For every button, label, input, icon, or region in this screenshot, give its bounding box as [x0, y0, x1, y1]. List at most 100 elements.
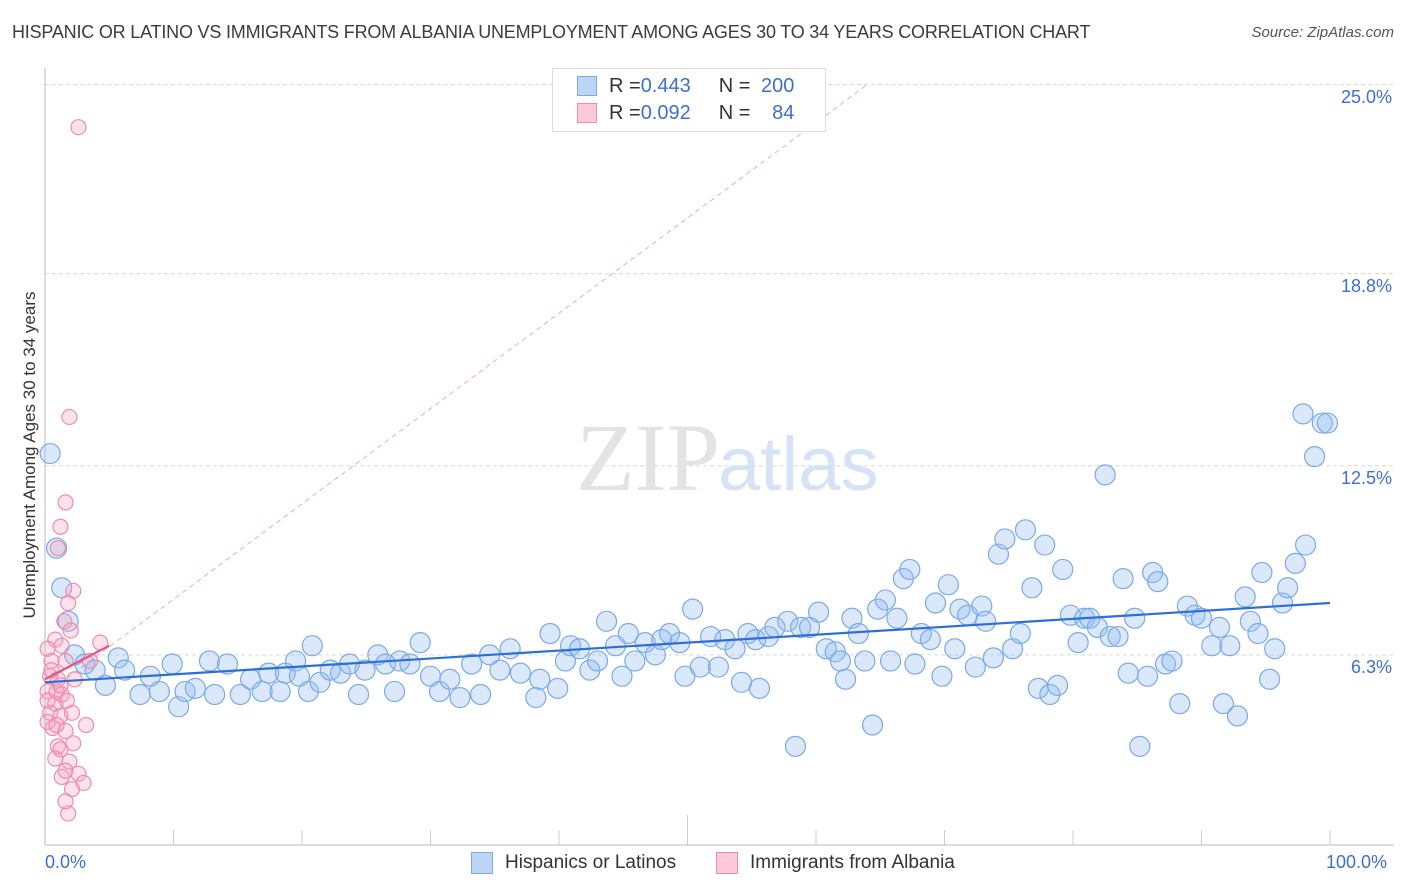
point-hispanics [114, 659, 136, 681]
point-albania [70, 119, 87, 136]
point-hispanics [354, 659, 376, 681]
point-hispanics [879, 650, 902, 672]
point-hispanics [617, 622, 639, 645]
point-hispanics [297, 680, 320, 703]
r-label: R = [609, 101, 641, 124]
point-hispanics [1247, 622, 1269, 645]
point-hispanics [216, 653, 239, 675]
point-hispanics [529, 668, 551, 690]
x-tick-label-min: 0.0% [45, 852, 87, 872]
point-hispanics [1212, 693, 1234, 715]
y-axis-label: Unemployment Among Ages 30 to 34 years [20, 291, 39, 619]
point-albania [61, 408, 78, 426]
reference-diagonal [44, 84, 868, 695]
point-hispanics [39, 442, 61, 465]
point-hispanics [1311, 412, 1333, 434]
point-hispanics [689, 656, 711, 678]
trendline-hispanics [44, 601, 1331, 684]
point-hispanics [624, 650, 646, 672]
point-hispanics [899, 558, 921, 581]
point-hispanics [748, 677, 771, 700]
point-hispanics [148, 680, 170, 703]
trendline-albania [44, 644, 110, 681]
point-hispanics [439, 668, 461, 690]
point-hispanics [129, 683, 151, 706]
point-hispanics [1208, 616, 1231, 639]
point-albania [52, 518, 69, 535]
point-hispanics [1292, 403, 1314, 425]
point-hispanics [904, 653, 926, 675]
point-hispanics [470, 683, 492, 706]
r-value: 0.092 [640, 101, 691, 124]
point-hispanics [1234, 586, 1256, 608]
point-hispanics [975, 610, 997, 632]
point-hispanics [184, 677, 206, 700]
source-label: Source: ZipAtlas.com [1251, 24, 1394, 41]
legend-swatch-pink [716, 852, 738, 874]
point-hispanics [539, 622, 561, 645]
point-hispanics [982, 647, 1004, 669]
point-hispanics [161, 653, 183, 675]
point-hispanics [854, 650, 876, 672]
point-hispanics [107, 647, 129, 669]
point-hispanics [964, 656, 986, 678]
point-hispanics [1021, 577, 1043, 599]
point-albania [48, 716, 65, 734]
point-albania [49, 539, 66, 557]
point-hispanics [399, 653, 421, 675]
point-hispanics [489, 659, 511, 681]
point-hispanics [269, 680, 291, 703]
point-hispanics [1124, 607, 1146, 629]
point-hispanics [1239, 610, 1261, 632]
point-hispanics [449, 686, 471, 709]
y-tick-label: 12.5% [1340, 467, 1392, 488]
point-hispanics [461, 653, 483, 675]
point-hispanics [1117, 662, 1139, 684]
n-value: 200 [761, 74, 795, 97]
point-hispanics [1251, 561, 1273, 584]
point-hispanics [682, 598, 704, 620]
point-hispanics [509, 662, 532, 684]
point-albania [57, 494, 74, 511]
point-hispanics [1316, 412, 1339, 434]
point-hispanics [919, 628, 941, 651]
point-hispanics [944, 638, 966, 660]
point-hispanics [707, 656, 729, 678]
point-albania [65, 735, 82, 752]
point-hispanics [94, 674, 116, 696]
point-hispanics [1034, 534, 1056, 556]
x-tick-label-max: 100.0% [1326, 852, 1388, 872]
point-hispanics [198, 650, 221, 672]
legend-row-hispanics: R = 0.443 N = 200 [577, 73, 794, 99]
point-hispanics [1264, 638, 1286, 660]
point-hispanics [834, 668, 857, 690]
point-hispanics [499, 638, 521, 660]
legend-item-albania: Immigrants from Albania [716, 852, 955, 874]
point-hispanics [1161, 650, 1183, 672]
y-tick-label: 25.0% [1340, 86, 1392, 107]
point-hispanics [1147, 571, 1169, 593]
point-hispanics [374, 653, 397, 675]
point-hispanics [1014, 519, 1037, 541]
point-hispanics [1009, 622, 1031, 645]
point-albania [39, 713, 56, 731]
point-albania [70, 765, 87, 782]
point-hispanics [789, 616, 812, 639]
point-hispanics [1169, 693, 1191, 715]
point-hispanics [1107, 625, 1129, 648]
point-albania [60, 805, 77, 822]
watermark-atlas: atlas [718, 422, 879, 507]
point-hispanics [1219, 635, 1241, 657]
point-albania [58, 692, 75, 709]
point-hispanics [1303, 446, 1326, 468]
y-tick-label: 6.3% [1350, 656, 1392, 677]
point-albania [61, 753, 78, 770]
r-value: 0.443 [640, 74, 691, 97]
point-hispanics [924, 592, 947, 614]
point-albania [57, 793, 74, 810]
point-hispanics [409, 632, 431, 654]
point-hispanics [1294, 534, 1317, 556]
point-hispanics [251, 680, 273, 703]
